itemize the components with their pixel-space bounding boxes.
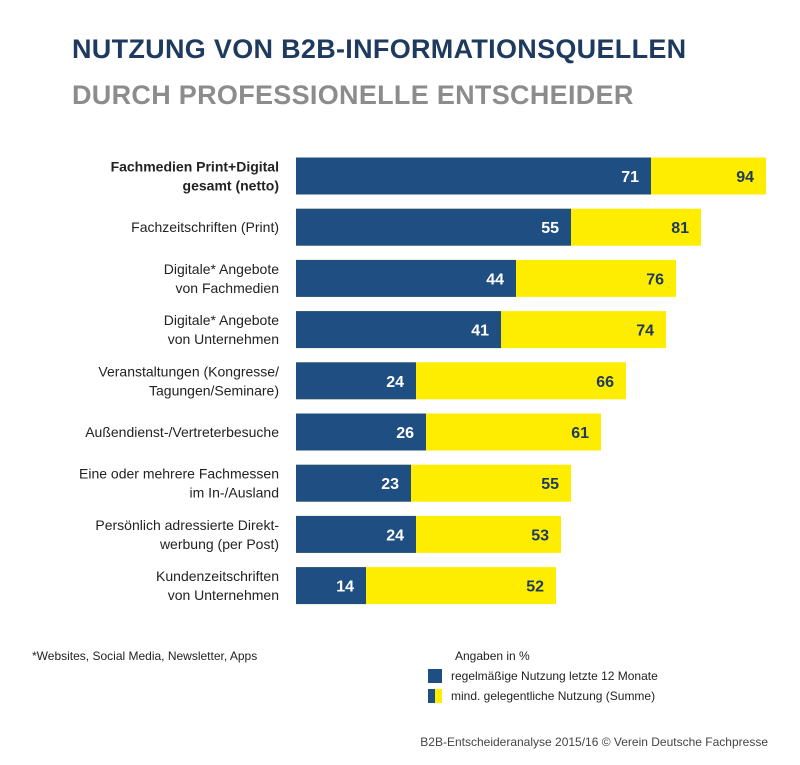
category-label: Fachmedien Print+Digital gesamt (netto) [111, 159, 279, 194]
footnote: *Websites, Social Media, Newsletter, App… [32, 649, 258, 663]
value-label-sum: 81 [671, 220, 689, 237]
value-label-regular: 55 [541, 220, 559, 237]
category-label: Eine oder mehrere Fachmessen im In-/Ausla… [79, 466, 279, 501]
legend-swatch-regular [428, 669, 442, 683]
legend-label-regular: regelmäßige Nutzung letzte 12 Monate [451, 669, 658, 683]
bar-regular [296, 157, 651, 195]
value-label-regular: 24 [386, 527, 404, 544]
legend-item-sum: mind. gelegentliche Nutzung (Summe) [428, 689, 655, 703]
bar-chart: 71 94 Fachmedien Print+Digital gesamt (nett… [79, 157, 766, 605]
value-label-regular: 41 [471, 323, 489, 340]
category-label: Außendienst-/Vertreterbesuche [85, 424, 279, 440]
source-note: B2B-Entscheideranalyse 2015/16 © Verein … [420, 735, 768, 749]
bar-regular [296, 311, 501, 349]
bar-regular [296, 413, 426, 451]
value-label-sum: 55 [541, 476, 559, 493]
category-label: Digitale* Angebote von Fachmedien [164, 261, 279, 296]
value-label-regular: 26 [396, 425, 414, 442]
chart-title: NUTZUNG VON B2B-INFORMATIONSQUELLEN [72, 34, 687, 64]
value-label-sum: 66 [596, 374, 614, 391]
unit-note: Angaben in % [455, 649, 530, 663]
legend-label-sum: mind. gelegentliche Nutzung (Summe) [451, 689, 656, 703]
value-label-sum: 53 [531, 527, 549, 544]
value-label-sum: 52 [526, 579, 544, 596]
value-label-sum: 76 [646, 271, 664, 288]
bar-regular [296, 362, 416, 400]
category-label: Kundenzeitschriften von Unternehmen [156, 568, 279, 603]
bar-regular [296, 208, 571, 246]
chart-subtitle: DURCH PROFESSIONELLE ENTSCHEIDER [72, 80, 634, 110]
value-label-regular: 71 [621, 169, 639, 186]
category-label: Persönlich adressierte Direkt-werbung (p… [95, 517, 279, 552]
bar-regular [296, 515, 416, 553]
value-label-sum: 61 [571, 425, 589, 442]
value-label-regular: 24 [386, 374, 404, 391]
category-label: Digitale* Angebote von Unternehmen [164, 312, 279, 347]
value-label-regular: 14 [336, 579, 354, 596]
bar-regular [296, 567, 366, 605]
value-label-sum: 94 [736, 169, 754, 186]
legend-item-regular: regelmäßige Nutzung letzte 12 Monate [428, 669, 658, 683]
category-label: Veranstaltungen (Kongresse/Tagungen/Semi… [98, 363, 279, 398]
bar-regular [296, 464, 411, 502]
value-label-regular: 23 [381, 476, 399, 493]
legend-swatch-sum [428, 689, 442, 703]
value-label-regular: 44 [486, 271, 504, 288]
bar-regular [296, 259, 516, 297]
value-label-sum: 74 [636, 323, 654, 340]
category-label: Fachzeitschriften (Print) [131, 219, 279, 235]
